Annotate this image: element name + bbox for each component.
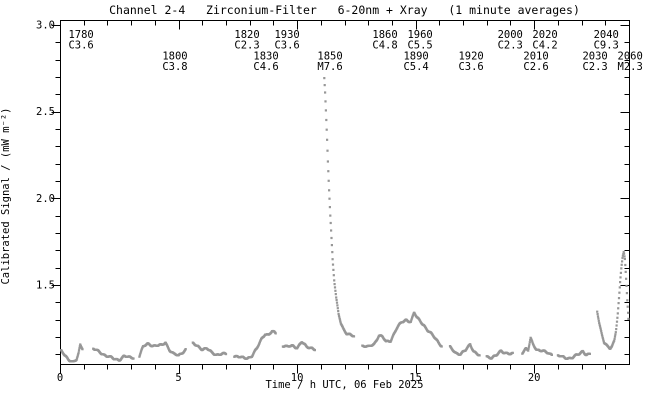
flare-event-number: 2010 — [523, 51, 548, 63]
flare-class-label: C3.6 — [68, 40, 93, 52]
flare-event-number: 1960 — [407, 29, 432, 41]
x-tick-label: 0 — [57, 372, 63, 384]
flare-event-number: 2000 — [498, 29, 523, 41]
flare-annotations: 1780C3.61800C3.81820C2.31830C4.61930C3.6… — [68, 29, 642, 73]
x-axis-title: Time / h UTC, 06 Feb 2025 — [265, 379, 424, 391]
flare-event-number: 2020 — [532, 29, 557, 41]
flare-event-number: 1890 — [403, 51, 428, 63]
y-tick-label: 3.0 — [36, 20, 55, 32]
y-tick-label: 1.5 — [36, 279, 55, 291]
flare-class-label: C9.3 — [594, 40, 619, 52]
flare-class-label: C2.3 — [498, 40, 523, 52]
flare-event-number: 2060 — [618, 51, 643, 63]
flare-event-number: 1920 — [458, 51, 483, 63]
flare-event-number: 1930 — [274, 29, 299, 41]
flare-class-label: C2.3 — [234, 40, 259, 52]
x-tick-label: 20 — [528, 372, 541, 384]
flare-event-number: 1800 — [162, 51, 187, 63]
flare-event-number: 1780 — [68, 29, 93, 41]
flare-event-number: 2030 — [582, 51, 607, 63]
flare-class-label: C2.3 — [582, 61, 607, 73]
flare-class-label: C4.2 — [532, 40, 557, 52]
flare-class-label: C2.6 — [523, 61, 548, 73]
signal-data-points — [60, 77, 630, 363]
flare-class-label: C4.6 — [253, 61, 278, 73]
y-tick-label: 2.5 — [36, 106, 55, 118]
flare-event-number: 1850 — [317, 51, 342, 63]
plot-axes — [51, 20, 630, 374]
flare-event-number: 1820 — [234, 29, 259, 41]
flare-event-number: 1830 — [253, 51, 278, 63]
flare-class-label: C4.8 — [372, 40, 397, 52]
flare-class-label: C5.5 — [407, 40, 432, 52]
flare-event-number: 2040 — [594, 29, 619, 41]
x-tick-label: 10 — [291, 372, 304, 384]
y-tick-label: 2.0 — [36, 193, 55, 205]
flare-class-label: C3.8 — [162, 61, 187, 73]
x-tick-label: 15 — [409, 372, 422, 384]
axis-tick-labels: 0 5 10 15 20 1.5 2.0 2.5 3.0 — [36, 20, 540, 385]
flare-class-label: C3.6 — [458, 61, 483, 73]
chart-title: Channel 2-4 Zirconium-Filter 6-20nm + Xr… — [109, 3, 580, 17]
flare-event-number: 1860 — [372, 29, 397, 41]
flare-class-label: M2.3 — [618, 61, 643, 73]
x-tick-label: 5 — [175, 372, 181, 384]
flare-class-label: M7.6 — [317, 61, 342, 73]
flare-class-label: C3.6 — [274, 40, 299, 52]
flare-class-label: C5.4 — [403, 61, 428, 73]
